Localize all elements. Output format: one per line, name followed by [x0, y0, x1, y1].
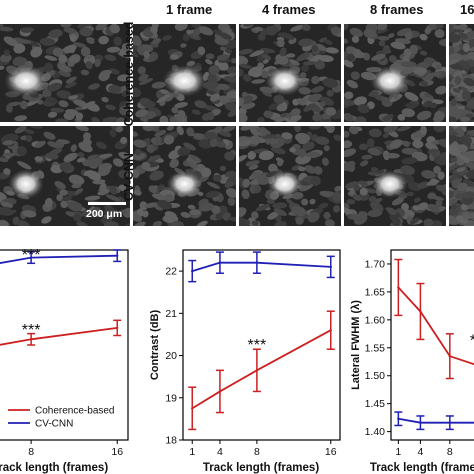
x-axis-label: Track length (frames): [0, 462, 108, 474]
chart-contrast: 1 4 8 16 18 19 20 21 22 *** Track length (frames) C…: [149, 249, 341, 474]
data-point: [218, 390, 222, 393]
data-point: [255, 369, 259, 372]
data-point: [116, 326, 119, 330]
x-tick-label: 1: [395, 446, 401, 458]
series-line: [191, 261, 331, 272]
image-coh-8: [344, 24, 446, 122]
data-point: [218, 261, 222, 264]
x-tick-label: 16: [325, 446, 337, 458]
x-tick-label: 8: [447, 446, 453, 458]
series-line: [0, 254, 118, 265]
plot-frame: [390, 249, 474, 441]
header-1-frame: 1 frame: [166, 2, 213, 17]
significance-mark: ***: [248, 337, 267, 354]
data-point: [191, 407, 194, 410]
y-tick-label: 21: [165, 308, 177, 320]
scale-bar: [88, 202, 126, 205]
image-left-bottom: 200 μm: [0, 126, 130, 226]
y-tick-label: 1.65: [365, 286, 386, 298]
image-left-top: [0, 24, 130, 122]
data-point: [448, 421, 452, 424]
series-line: [191, 329, 332, 410]
image-coh-1: [133, 24, 236, 122]
header-4-frames: 4 frames: [262, 2, 316, 17]
y-tick-label: 1.45: [365, 398, 386, 410]
y-tick-label: 1.55: [365, 342, 386, 354]
header-16-frames: 16: [460, 2, 474, 17]
header-8-frames: 8 frames: [370, 2, 424, 17]
y-tick-label: 1.60: [365, 314, 386, 326]
legend-label: Coherence-based: [35, 406, 115, 417]
data-point: [448, 354, 452, 358]
significance-mark: ***: [470, 333, 474, 350]
chart-fwhm: 1 4 8 1.40 1.45 1.50 1.55 1.60 1.65 1.70 *** Track …: [350, 249, 474, 474]
image-cnn-8: [344, 126, 446, 226]
image-cnn-16: [449, 126, 474, 226]
y-tick-label: 1.40: [365, 426, 386, 438]
image-cnn-4: [239, 126, 341, 226]
x-axis-label: Track length (frames): [203, 462, 319, 474]
x-tick-label: 1: [189, 446, 195, 458]
image-coh-16: [449, 24, 474, 122]
data-point: [329, 329, 332, 332]
y-tick-label: 1.70: [365, 258, 386, 270]
image-coh-4: [239, 24, 341, 122]
x-tick-label: 16: [111, 446, 123, 458]
legend-label: CV-CNN: [35, 419, 73, 430]
x-tick-label: 4: [417, 446, 423, 458]
data-point: [397, 417, 400, 420]
data-point: [255, 261, 259, 264]
significance-mark: ***: [22, 247, 41, 264]
series-line: [0, 327, 118, 346]
x-tick-label: 4: [217, 446, 223, 458]
y-tick-label: 1.50: [365, 370, 386, 382]
data-point: [29, 256, 33, 259]
data-point: [419, 310, 422, 313]
y-tick-label: 22: [165, 266, 177, 278]
data-point: [116, 254, 119, 257]
y-tick-label: 18: [165, 435, 177, 447]
y-axis-label: Contrast (dB): [149, 310, 161, 381]
x-tick-label: 8: [28, 446, 34, 458]
series-line: [397, 286, 474, 366]
y-tick-label: 20: [165, 350, 177, 362]
data-point: [29, 338, 33, 341]
plot-frame: [182, 249, 341, 441]
image-cnn-1: [133, 126, 236, 226]
data-point: [329, 265, 332, 269]
plot-frame: [0, 249, 129, 441]
scale-bar-label: 200 μm: [86, 208, 123, 220]
y-tick-label: 19: [165, 392, 177, 404]
significance-mark: ***: [22, 322, 41, 339]
x-axis-label: Track length (frames): [370, 462, 474, 474]
data-point: [419, 421, 422, 424]
series-line: [398, 417, 474, 424]
data-point: [191, 269, 194, 273]
data-point: [397, 286, 400, 289]
x-tick-label: 8: [254, 446, 260, 458]
y-axis-label: Lateral FWHM (λ): [350, 300, 362, 390]
